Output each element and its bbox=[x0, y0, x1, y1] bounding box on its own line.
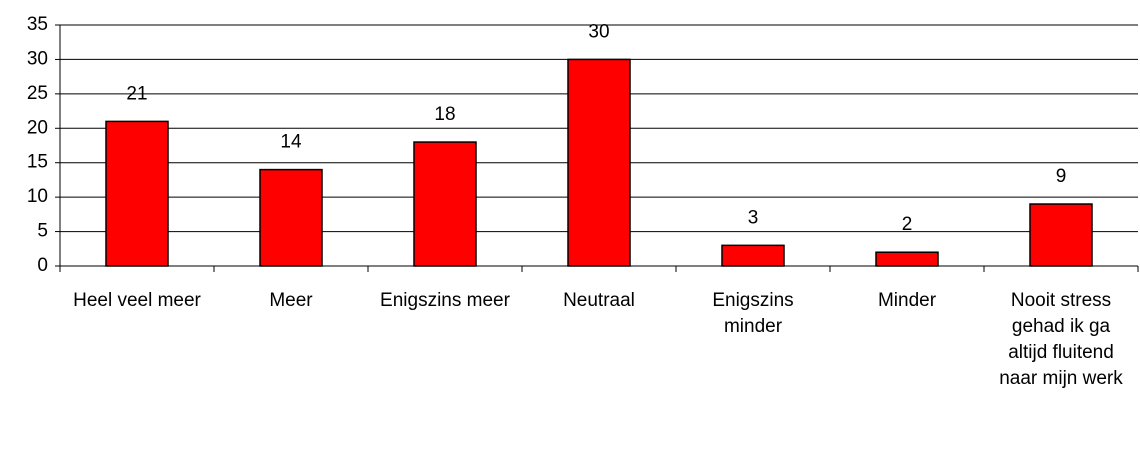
x-tick-label: Minder bbox=[877, 290, 937, 311]
bar bbox=[721, 244, 785, 267]
bar bbox=[105, 120, 169, 267]
x-tick-label: Nooit stress gehad ik ga altijd fluitend… bbox=[999, 290, 1123, 389]
data-label: 2 bbox=[902, 214, 913, 235]
bar bbox=[1029, 203, 1093, 267]
x-tick-label: Enigszins meer bbox=[380, 290, 510, 311]
x-tick-label: Enigszins minder bbox=[712, 290, 794, 337]
y-tick-label: 10 bbox=[27, 186, 48, 207]
data-label: 9 bbox=[1056, 166, 1067, 187]
data-label: 14 bbox=[280, 132, 302, 153]
data-label: 18 bbox=[434, 104, 455, 125]
data-label: 3 bbox=[748, 207, 759, 228]
bar bbox=[259, 168, 323, 267]
x-tick-label: Meer bbox=[269, 290, 313, 311]
y-tick-label: 30 bbox=[27, 48, 48, 69]
bar bbox=[413, 141, 477, 267]
bar bbox=[875, 251, 939, 267]
data-label: 30 bbox=[588, 21, 609, 42]
data-label: 21 bbox=[126, 83, 147, 104]
y-tick-label: 35 bbox=[27, 14, 48, 35]
x-tick-label: Heel veel meer bbox=[73, 290, 201, 311]
x-tick-label: Neutraal bbox=[563, 290, 635, 311]
bar bbox=[567, 58, 631, 267]
y-tick-label: 5 bbox=[37, 221, 48, 242]
y-tick-label: 20 bbox=[27, 117, 48, 138]
y-tick-label: 15 bbox=[27, 152, 48, 173]
y-tick-label: 25 bbox=[27, 83, 48, 104]
y-tick-label: 0 bbox=[37, 255, 48, 276]
